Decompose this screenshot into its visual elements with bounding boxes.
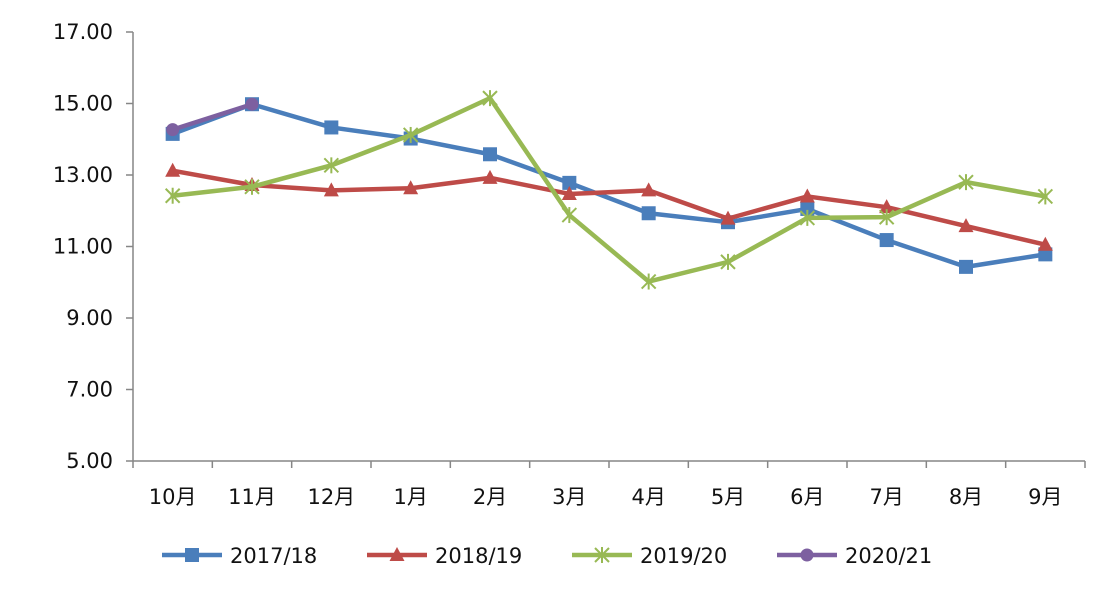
- x-tick-label: 10月: [149, 485, 197, 509]
- legend-label: 2019/20: [640, 544, 727, 568]
- y-tick-label: 9.00: [66, 306, 113, 330]
- series-line-2018-19: [170, 168, 1048, 247]
- series-layer: [164, 90, 1054, 290]
- data-point-2019-20: [720, 253, 736, 270]
- x-tick-label: 5月: [711, 485, 745, 509]
- data-point-2019-20: [482, 90, 498, 107]
- data-point-2017-18: [641, 206, 656, 221]
- data-point-2019-20: [561, 207, 578, 224]
- y-tick-label: 15.00: [53, 92, 113, 116]
- data-point-2019-20: [799, 209, 816, 226]
- data-point-2019-20: [402, 126, 419, 143]
- data-point-2017-18: [562, 175, 577, 190]
- legend-item-2020-21: 2020/21: [777, 544, 932, 568]
- data-point-2018-19: [958, 218, 974, 233]
- legend: 2017/18 2018/19 2019/20 2020/21: [162, 544, 932, 568]
- axes: 5.00 7.00 9.00 11.00 13.00 15.00 17.00 10月 11月 12…: [53, 20, 1086, 509]
- data-point-2019-20: [164, 187, 181, 204]
- data-point-2018-19: [165, 162, 181, 177]
- data-point-2018-19: [641, 182, 657, 197]
- series-2020-21: [166, 97, 259, 137]
- legend-label: 2017/18: [230, 544, 317, 568]
- data-point-2018-19: [482, 169, 498, 184]
- x-tick-label: 1月: [393, 485, 427, 509]
- data-point-2018-19: [403, 180, 419, 195]
- data-point-2019-20: [244, 178, 260, 195]
- data-point-2017-18: [879, 233, 894, 248]
- x-tick-label: 12月: [307, 485, 355, 509]
- x-tick-label: 3月: [552, 485, 586, 509]
- legend-item-2019-20: 2019/20: [572, 544, 727, 568]
- legend-item-2018-19: 2018/19: [367, 544, 522, 568]
- x-tick-label: 9月: [1028, 485, 1062, 509]
- series-line-2017-18: [170, 101, 1048, 270]
- x-tick-label: 2月: [473, 485, 507, 509]
- y-tick-label: 5.00: [66, 449, 113, 473]
- y-tick-label: 7.00: [66, 378, 113, 402]
- data-point-2019-20: [878, 209, 895, 226]
- y-tick-label: 17.00: [53, 20, 113, 44]
- data-point-2019-20: [323, 157, 340, 174]
- data-point-2018-19: [323, 182, 339, 197]
- legend-marker: [389, 547, 405, 561]
- legend-marker: [594, 547, 610, 563]
- data-point-2017-18: [959, 259, 973, 274]
- legend-label: 2020/21: [845, 544, 932, 568]
- data-point-2017-18: [324, 120, 339, 135]
- x-tick-label: 11月: [228, 485, 276, 509]
- data-point-2020-21: [245, 97, 259, 111]
- series-line-2020-21: [170, 101, 255, 132]
- x-tick-label: 4月: [631, 485, 665, 509]
- y-tick-label: 13.00: [53, 163, 113, 187]
- series-2019-20: [164, 90, 1054, 290]
- data-point-2019-20: [640, 273, 657, 290]
- data-point-2018-19: [1037, 236, 1053, 251]
- legend-label: 2018/19: [435, 544, 522, 568]
- series-line-2019-20: [170, 95, 1048, 284]
- data-point-2019-20: [958, 174, 974, 191]
- data-point-2017-18: [1038, 247, 1053, 262]
- data-point-2017-18: [800, 201, 815, 216]
- x-tick-label: 6月: [790, 485, 824, 509]
- y-tick-label: 11.00: [53, 235, 113, 259]
- data-point-2018-19: [799, 188, 815, 203]
- x-tick-label: 8月: [949, 485, 983, 509]
- legend-item-2017-18: 2017/18: [162, 544, 317, 568]
- data-point-2019-20: [1037, 188, 1054, 205]
- legend-marker: [185, 548, 199, 562]
- data-point-2018-19: [879, 199, 895, 214]
- data-point-2018-19: [561, 185, 577, 200]
- x-tick-label: 7月: [869, 485, 903, 509]
- legend-marker: [800, 548, 814, 562]
- data-point-2020-21: [166, 123, 180, 137]
- data-point-2018-19: [720, 210, 736, 225]
- data-point-2017-18: [483, 147, 497, 162]
